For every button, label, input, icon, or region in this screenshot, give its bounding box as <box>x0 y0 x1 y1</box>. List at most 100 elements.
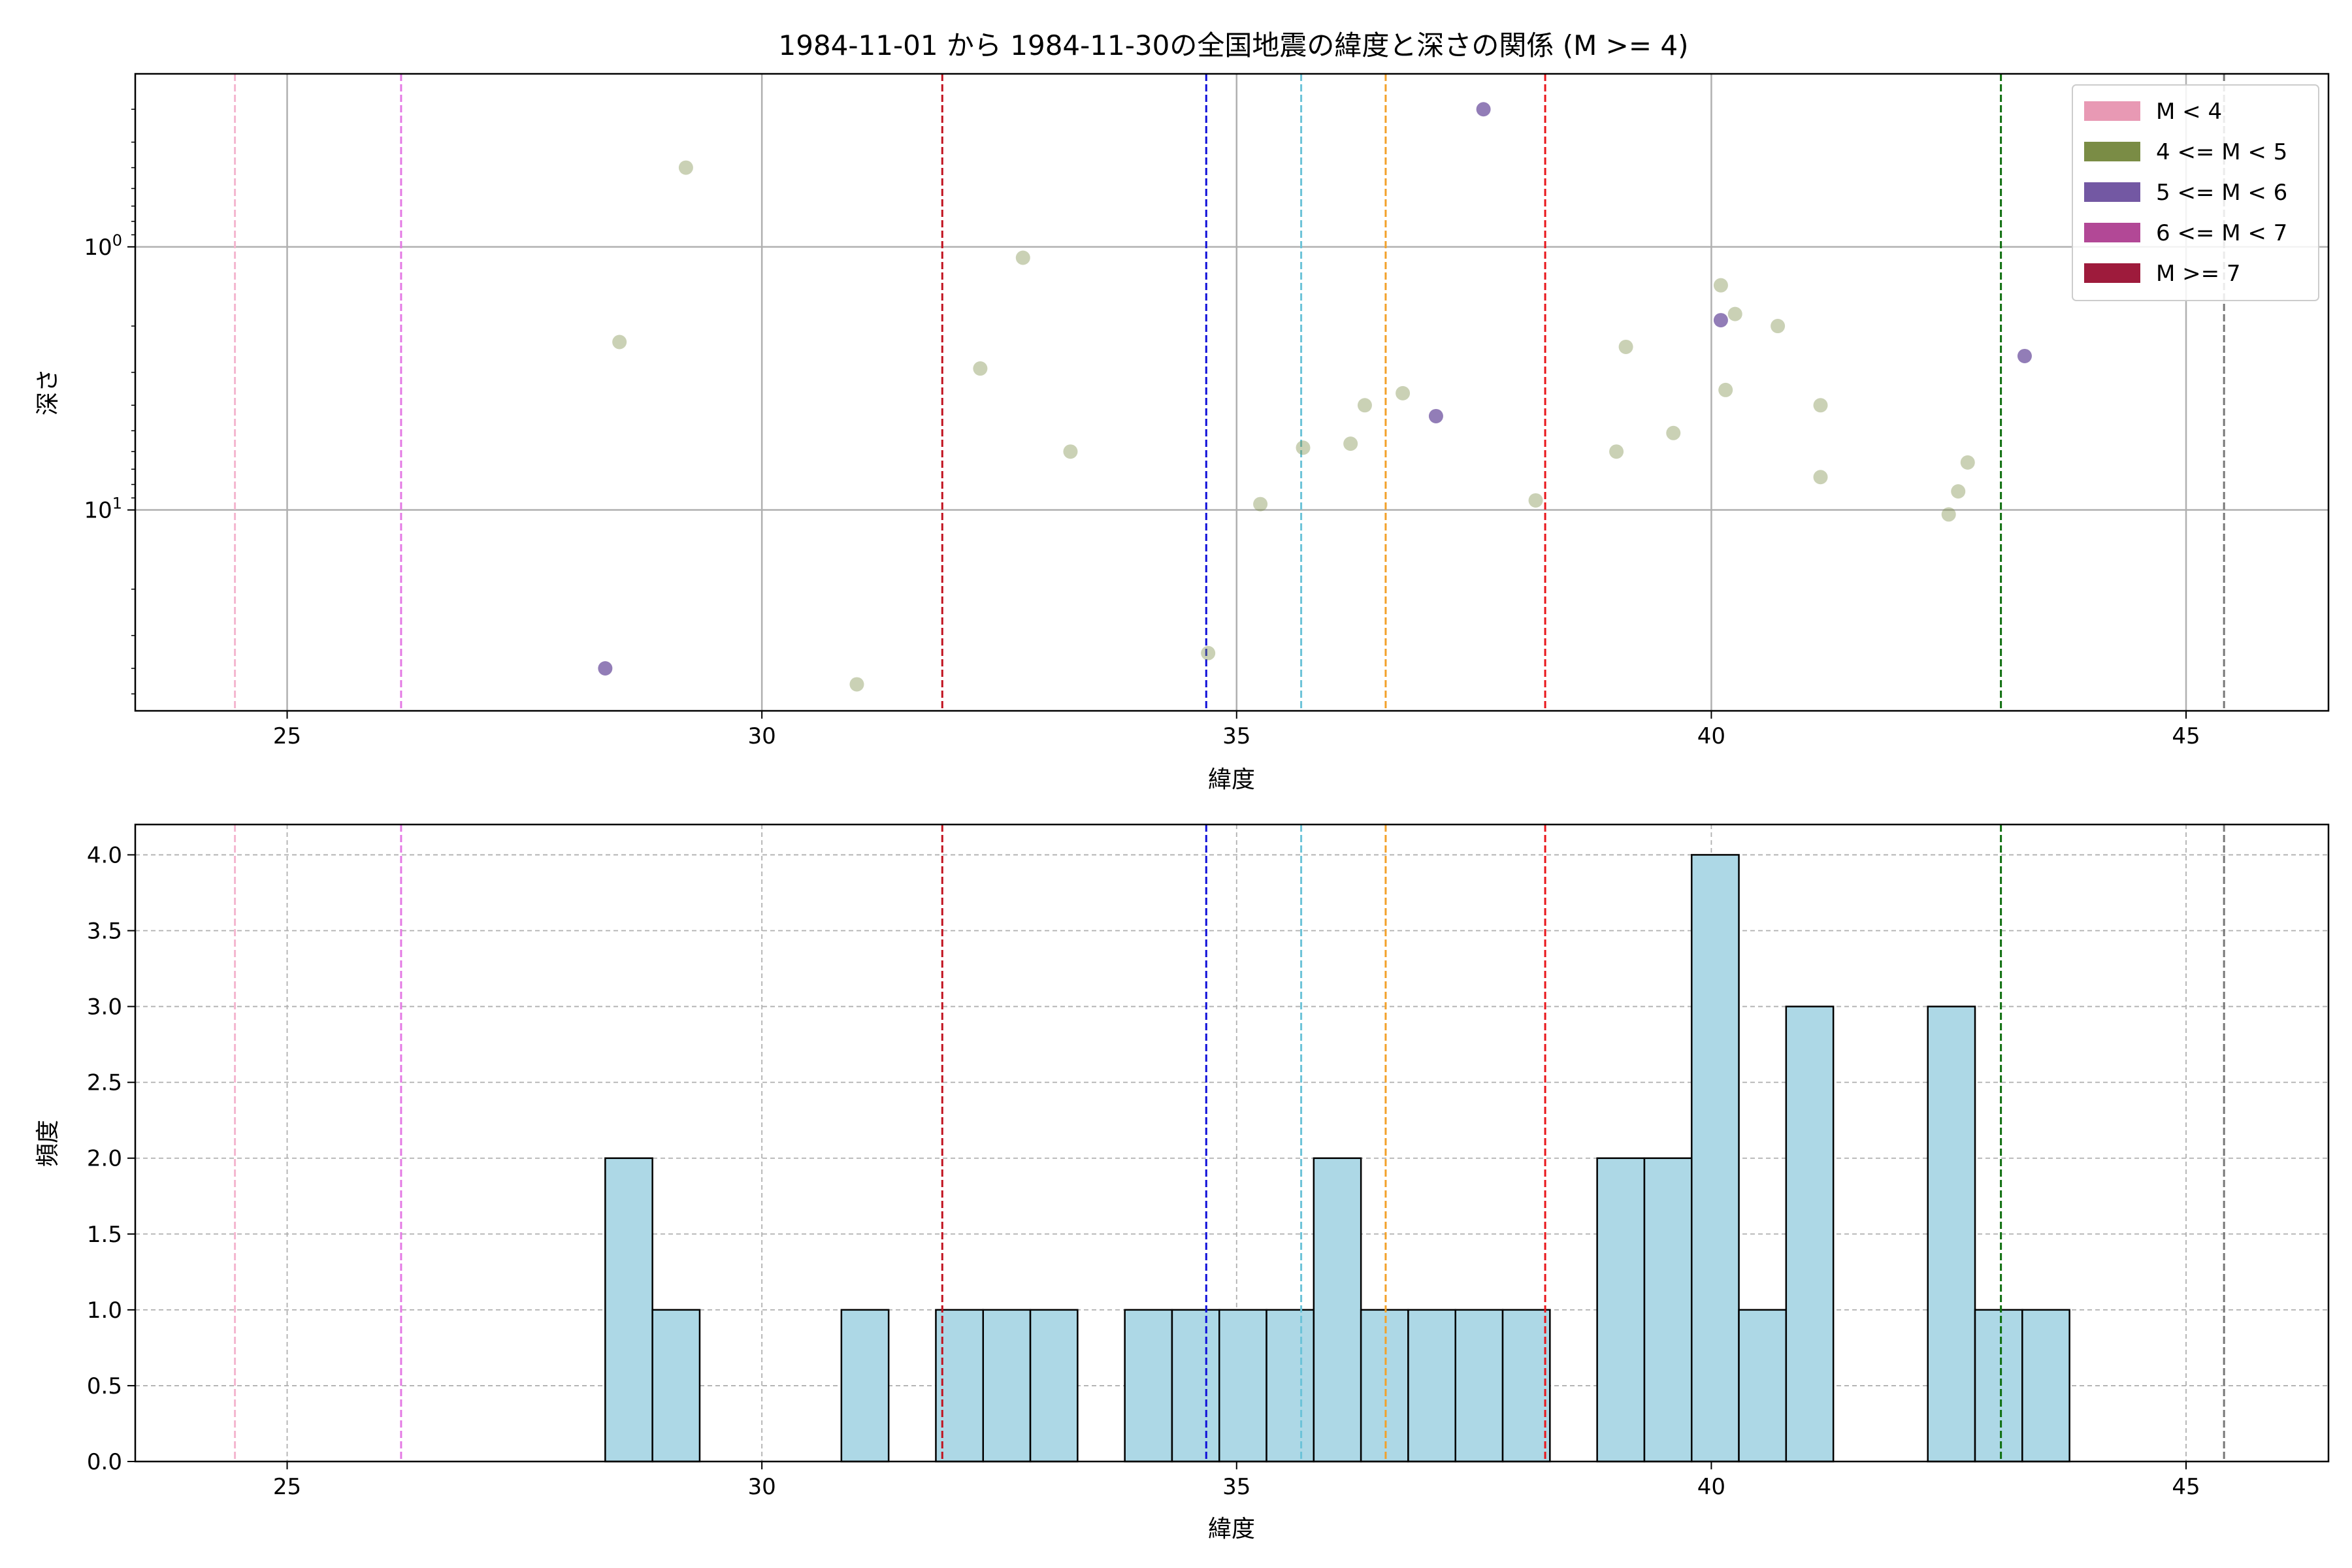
scatter-x-tick-label: 30 <box>748 723 776 749</box>
histogram-x-tick-label: 45 <box>2172 1474 2200 1500</box>
histogram-y-ticks: 0.0 0.5 1.0 1.5 2.0 2.5 3.0 3.5 4.0 <box>87 842 135 1475</box>
histogram-bar <box>1029 1309 1079 1463</box>
histogram-bar <box>1313 1157 1362 1463</box>
histogram-bar <box>1738 1309 1788 1463</box>
histogram-y-tick-label: 2.0 <box>87 1146 122 1172</box>
scatter-point <box>1771 319 1786 334</box>
legend-swatch <box>2084 182 2140 202</box>
histogram-bar <box>1124 1309 1173 1463</box>
legend-label: M >= 7 <box>2156 261 2241 287</box>
scatter-point <box>1296 440 1311 455</box>
histogram-plot-frame <box>134 823 2330 1463</box>
scatter-x-tick-label: 25 <box>273 723 301 749</box>
scatter-point <box>678 160 693 175</box>
histogram-bar <box>1785 1005 1835 1463</box>
histogram-bar <box>1407 1309 1456 1463</box>
histogram-bar <box>1927 1005 1976 1463</box>
scatter-point <box>1063 444 1078 459</box>
histogram-y-tick-label: 4.0 <box>87 842 122 868</box>
scatter-point <box>1618 339 1633 354</box>
scatter-point <box>1813 398 1828 413</box>
legend-label: 6 <= M < 7 <box>2156 220 2287 246</box>
scatter-y-ticks: 100 101 <box>84 108 135 694</box>
scatter-gridlines <box>135 74 2328 711</box>
histogram-bar <box>651 1309 701 1463</box>
scatter-point <box>1713 313 1728 328</box>
scatter-point <box>1015 250 1030 265</box>
histogram-bar <box>2021 1309 2070 1463</box>
scatter-point <box>849 677 864 692</box>
histogram-panel: 25 30 35 40 45 0.0 0.5 1.0 1.5 2.0 2.5 3.0 3.5 4.0 緯… <box>35 823 2330 1543</box>
histogram-y-tick-label: 3.0 <box>87 994 122 1021</box>
scatter-point <box>1713 278 1728 293</box>
histogram-y-tick-label: 3.5 <box>87 919 122 945</box>
scatter-point <box>1343 436 1358 451</box>
legend-swatch <box>2084 263 2140 283</box>
scatter-y-tick-label: 101 <box>84 495 122 524</box>
histogram-bar <box>1596 1157 1646 1463</box>
scatter-point <box>1396 385 1411 400</box>
scatter-point <box>1428 408 1443 423</box>
histogram-bar <box>1171 1309 1220 1463</box>
figure-title: 1984-11-01 から 1984-11-30の全国地震の緯度と深さの関係 (… <box>778 29 1688 61</box>
scatter-x-ticks: 25 30 35 40 45 <box>273 711 2200 749</box>
scatter-point <box>1727 306 1742 321</box>
histogram-x-tick-label: 35 <box>1222 1474 1250 1500</box>
histogram-y-tick-label: 1.0 <box>87 1298 122 1324</box>
scatter-x-tick-label: 45 <box>2172 723 2200 749</box>
scatter-point <box>1357 398 1372 413</box>
scatter-reference-lines <box>234 74 2225 711</box>
scatter-point <box>973 361 988 376</box>
scatter-y-axis-label: 深さ <box>35 368 61 416</box>
histogram-y-tick-label: 1.5 <box>87 1222 122 1248</box>
scatter-point <box>1528 493 1543 508</box>
histogram-bar <box>1360 1309 1409 1463</box>
legend-swatch <box>2084 101 2140 121</box>
scatter-point <box>1253 497 1268 512</box>
legend-label: 5 <= M < 6 <box>2156 180 2287 206</box>
histogram-bar <box>935 1309 984 1463</box>
scatter-panel: 25 30 35 40 45 100 101 緯度 深さ M < 4 4 <= M < 5 5… <box>35 73 2330 793</box>
scatter-point <box>1941 507 1956 522</box>
scatter-points <box>598 102 2032 692</box>
histogram-y-tick-label: 0.0 <box>87 1449 122 1475</box>
scatter-point <box>1609 444 1624 459</box>
scatter-x-axis-label: 緯度 <box>1208 766 1255 793</box>
legend-swatch <box>2084 223 2140 242</box>
histogram-x-tick-label: 25 <box>273 1474 301 1500</box>
histogram-x-axis-label: 緯度 <box>1208 1516 1255 1543</box>
scatter-point <box>1201 645 1216 661</box>
histogram-y-axis-label: 頻度 <box>35 1120 61 1167</box>
histogram-y-tick-label: 2.5 <box>87 1070 122 1096</box>
histogram-bar <box>604 1157 653 1463</box>
histogram-bar <box>1974 1309 2023 1463</box>
scatter-point <box>612 335 627 350</box>
scatter-point <box>598 661 613 676</box>
scatter-x-tick-label: 35 <box>1222 723 1250 749</box>
histogram-bar <box>982 1309 1032 1463</box>
histogram-bar <box>840 1309 890 1463</box>
histogram-bar <box>1643 1157 1693 1463</box>
scatter-legend: M < 4 4 <= M < 5 5 <= M < 6 6 <= M < 7 M >= … <box>2072 84 2319 301</box>
histogram-bars <box>604 854 2070 1463</box>
histogram-y-tick-label: 0.5 <box>87 1373 122 1399</box>
scatter-plot-frame <box>134 73 2330 712</box>
legend-label: M < 4 <box>2156 99 2222 125</box>
histogram-x-ticks: 25 30 35 40 45 <box>273 1462 2200 1500</box>
legend-swatch <box>2084 142 2140 161</box>
scatter-point <box>1813 470 1828 485</box>
legend-box <box>2072 84 2319 301</box>
scatter-point <box>2017 348 2032 363</box>
histogram-bar <box>1218 1309 1267 1463</box>
legend-label: 4 <= M < 5 <box>2156 139 2287 165</box>
histogram-bar <box>1266 1309 1315 1463</box>
histogram-bar <box>1454 1309 1504 1463</box>
scatter-point <box>1951 484 1966 499</box>
scatter-point <box>1718 382 1733 397</box>
histogram-reference-lines <box>234 825 2225 1462</box>
scatter-point <box>1960 455 1975 470</box>
histogram-bar <box>1501 1309 1551 1463</box>
histogram-x-tick-label: 30 <box>748 1474 776 1500</box>
histogram-bar <box>1690 854 1740 1463</box>
